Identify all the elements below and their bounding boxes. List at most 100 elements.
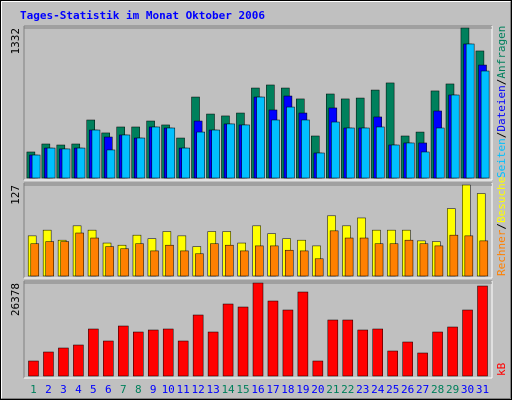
x-tick-label: 9: [150, 383, 157, 396]
y-tick-label: 26378: [9, 283, 22, 316]
bar: [73, 344, 84, 377]
bar: [387, 350, 398, 377]
bar: [45, 241, 55, 277]
x-tick-label: 13: [206, 383, 219, 396]
y-tick-label: 127: [9, 185, 22, 205]
x-tick-label: 23: [356, 383, 369, 396]
bar: [150, 250, 159, 277]
x-tick-label: 8: [135, 383, 142, 396]
bar: [316, 152, 325, 179]
bar: [237, 306, 249, 377]
bar: [210, 243, 219, 277]
bar: [60, 241, 69, 277]
bar: [240, 250, 249, 277]
bar: [90, 237, 99, 277]
bar: [121, 134, 131, 179]
bar: [465, 43, 475, 179]
x-tick-label: 30: [461, 383, 474, 396]
bar: [402, 341, 413, 377]
legend-separator: /: [495, 79, 508, 86]
x-tick-label: 14: [221, 383, 235, 396]
x-tick-label: 4: [75, 383, 82, 396]
bar: [434, 245, 444, 277]
bar: [147, 329, 159, 377]
bar: [61, 148, 71, 179]
bar: [464, 235, 474, 277]
bar: [299, 250, 309, 277]
bar: [376, 126, 385, 179]
x-tick-label: 5: [90, 383, 97, 396]
bar: [76, 147, 86, 179]
x-tick-label: 15: [236, 383, 249, 396]
bar: [46, 147, 56, 179]
bar: [31, 154, 41, 179]
bar: [282, 309, 294, 377]
bar: [357, 329, 369, 377]
bar: [331, 121, 340, 179]
bar: [211, 129, 220, 179]
x-tick-label: 2: [45, 383, 52, 396]
bar: [207, 331, 219, 377]
bar: [226, 123, 235, 179]
legend-entry: Anfragen: [495, 26, 508, 79]
bar: [327, 319, 339, 377]
x-tick-label: 31: [476, 383, 489, 396]
x-tick-label: 19: [296, 383, 309, 396]
legend-entry: Rechner: [495, 229, 508, 276]
bar: [28, 360, 39, 377]
bar: [88, 328, 99, 377]
legend-entry: Seiten: [495, 138, 508, 178]
bar: [30, 243, 40, 277]
bar: [136, 137, 146, 179]
bar: [270, 245, 279, 277]
bar: [106, 149, 116, 179]
bar: [241, 124, 250, 179]
bar: [297, 291, 309, 377]
bar: [166, 127, 176, 179]
bar: [284, 249, 294, 277]
bar: [346, 127, 355, 179]
x-tick-label: 27: [416, 383, 429, 396]
bar: [389, 243, 399, 277]
bar: [361, 127, 370, 179]
x-tick-label: 25: [386, 383, 399, 396]
bar: [225, 244, 234, 277]
bar: [329, 230, 339, 277]
bar: [435, 127, 445, 179]
bar: [135, 243, 144, 277]
bar: [479, 240, 489, 277]
chart-title: Tages-Statistik im Monat Oktober 2006: [20, 9, 265, 22]
bar: [417, 352, 428, 377]
bar: [480, 70, 490, 179]
bar: [449, 234, 459, 277]
bar: [180, 250, 189, 277]
bar: [75, 232, 84, 277]
x-tick-label: 18: [281, 383, 294, 396]
legend-separator: /: [495, 223, 508, 230]
x-tick-label: 6: [105, 383, 112, 396]
x-tick-label: 10: [162, 383, 175, 396]
x-tick-label: 22: [341, 383, 354, 396]
bar: [372, 328, 383, 377]
bar: [196, 131, 205, 179]
bar: [312, 360, 324, 377]
legend-entry: Dateien: [495, 85, 508, 131]
legend-entry: Besuche: [495, 177, 508, 223]
bar: [252, 282, 264, 377]
bar: [271, 119, 280, 179]
bar: [419, 243, 429, 277]
bar: [447, 326, 458, 377]
bar: [286, 106, 295, 179]
bar: [404, 239, 414, 277]
x-tick-label: 28: [431, 383, 444, 396]
bar: [420, 151, 430, 179]
bar: [256, 96, 265, 179]
bar: [151, 126, 161, 179]
bar: [342, 319, 354, 377]
bar: [314, 258, 324, 277]
y-tick-label: 1332: [9, 28, 22, 55]
bar: [195, 253, 204, 277]
x-tick-label: 12: [192, 383, 205, 396]
bar: [43, 351, 54, 377]
